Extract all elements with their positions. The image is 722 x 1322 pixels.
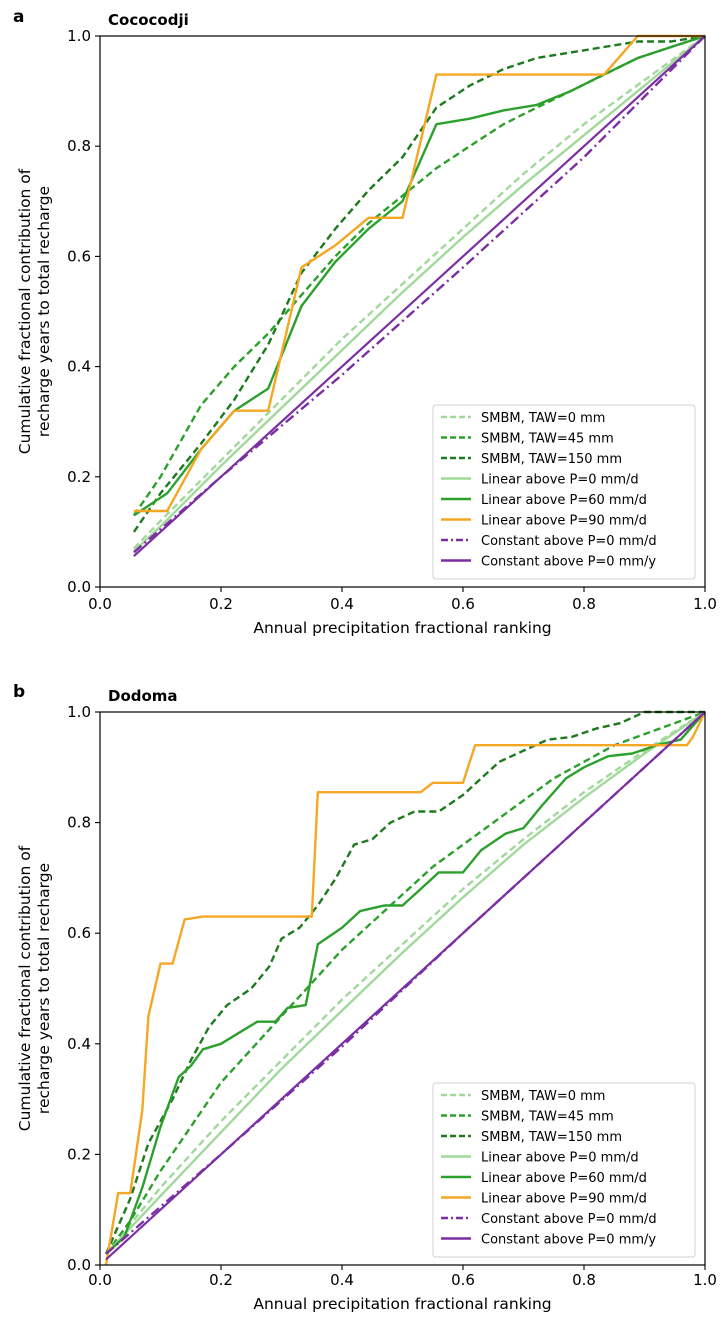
legend-label: Linear above P=90 mm/d [481, 1192, 647, 1207]
x-axis-label: Annual precipitation fractional ranking [253, 1295, 551, 1313]
series-line-1 [133, 35, 705, 550]
legend-label: SMBM, TAW=0 mm [481, 411, 605, 426]
y-tick-label: 0.6 [67, 247, 91, 265]
series-line-6 [133, 34, 705, 513]
legend-label: SMBM, TAW=45 mm [481, 432, 614, 447]
panel-a: a Cococodji 0.0 0.2 0.4 0.6 0.8 1.0 0.0 0.2 0.4 0.6… [13, 7, 717, 637]
legend: SMBM, TAW=0 mm SMBM, TAW=45 mm SMBM, TAW=1… [432, 1082, 696, 1258]
series-line-3 [104, 710, 705, 1255]
x-tick-label: 0.4 [330, 595, 354, 613]
legend-label: SMBM, TAW=150 mm [481, 1130, 622, 1145]
plot-series-group [104, 710, 705, 1266]
y-tick-label: 1.0 [67, 703, 91, 721]
chart-title: Dodoma [108, 687, 178, 705]
x-tick-label: 0.4 [330, 1271, 354, 1289]
panel-letter: b [13, 682, 25, 702]
panel-letter: a [13, 7, 24, 27]
y-tick-label: 0.8 [67, 137, 91, 155]
y-tick-label: 0.0 [67, 578, 91, 596]
y-tick-label: 0.2 [67, 468, 91, 486]
series-line-4 [105, 711, 705, 1255]
x-tick-label: 1.0 [693, 1271, 717, 1289]
series-line-5 [105, 711, 705, 1255]
y-tick-label: 0.8 [67, 814, 91, 832]
x-tick-label: 0.6 [451, 595, 475, 613]
x-tick-label: 0.8 [572, 1271, 596, 1289]
x-tick-label: 1.0 [693, 595, 717, 613]
x-axis-label: Annual precipitation fractional ranking [253, 619, 551, 637]
series-line-3 [132, 34, 705, 533]
legend-box [432, 404, 696, 580]
series-line-6 [104, 711, 705, 1266]
legend-label: Linear above P=0 mm/d [481, 1151, 639, 1166]
y-tick-label: 0.4 [67, 358, 91, 376]
y-tick-label: 0.6 [67, 924, 91, 942]
axes-frame [99, 35, 706, 588]
legend-label: SMBM, TAW=150 mm [481, 452, 622, 467]
x-tick-label: 0.0 [88, 1271, 112, 1289]
legend-label: Constant above P=0 mm/d [481, 1212, 657, 1227]
legend: SMBM, TAW=0 mm SMBM, TAW=45 mm SMBM, TAW=1… [432, 404, 696, 580]
legend-label: Constant above P=0 mm/d [481, 534, 657, 549]
legend-label: Constant above P=0 mm/y [481, 555, 656, 570]
y-axis-label: Cumulative fractional contribution ofrec… [16, 168, 53, 454]
series-line-8 [133, 35, 705, 557]
y-tick-label: 0.4 [67, 1035, 91, 1053]
series-line-7 [133, 35, 705, 554]
series-line-2 [105, 710, 705, 1255]
x-tick-label: 0.2 [209, 1271, 233, 1289]
y-axis-label: Cumulative fractional contribution ofrec… [16, 845, 53, 1131]
x-tick-label: 0.2 [209, 595, 233, 613]
series-line-1 [105, 710, 705, 1255]
legend-label: Constant above P=0 mm/y [481, 1233, 656, 1248]
legend-label: SMBM, TAW=0 mm [481, 1089, 605, 1104]
x-tick-label: 0.8 [572, 595, 596, 613]
y-tick-label: 0.2 [67, 1145, 91, 1163]
panel-b: b Dodoma 0.0 0.2 0.4 0.6 0.8 1.0 0.0 0.2 0.4 0.6 0.8… [13, 682, 717, 1313]
y-tick-label: 1.0 [67, 27, 91, 45]
x-tick-label: 0.0 [88, 595, 112, 613]
chart-title: Cococodji [108, 11, 189, 29]
y-tick-label: 0.0 [67, 1256, 91, 1274]
axes-frame [99, 711, 706, 1266]
legend-label: Linear above P=0 mm/d [481, 473, 639, 488]
legend-label: Linear above P=60 mm/d [481, 1171, 647, 1186]
legend-box [432, 1082, 696, 1258]
legend-label: Linear above P=90 mm/d [481, 514, 647, 529]
series-line-8 [105, 711, 705, 1261]
x-tick-label: 0.6 [451, 1271, 475, 1289]
series-line-4 [133, 35, 705, 553]
legend-label: SMBM, TAW=45 mm [481, 1110, 614, 1125]
plot-series-group [132, 34, 705, 557]
legend-label: Linear above P=60 mm/d [481, 493, 647, 508]
